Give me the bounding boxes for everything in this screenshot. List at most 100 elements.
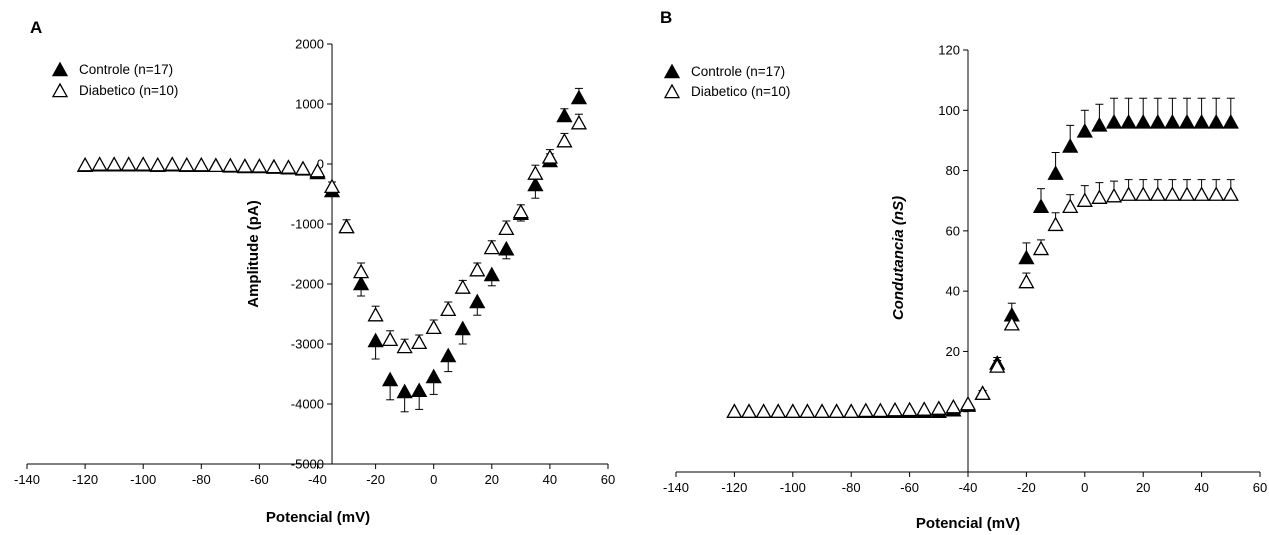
data-point (857, 402, 874, 418)
data-point (1164, 114, 1181, 129)
data-point (1208, 186, 1225, 201)
data-point (799, 403, 816, 418)
data-point (425, 368, 442, 384)
data-point (309, 162, 326, 178)
y-tick-label: -3000 (291, 337, 324, 352)
data-point (411, 382, 428, 398)
y-axis-title: Amplitude (pA) (245, 200, 262, 307)
data-point (1135, 186, 1152, 201)
data-point (1076, 123, 1093, 138)
legend-marker (51, 82, 69, 98)
data-point (556, 132, 573, 148)
data-point (843, 403, 860, 418)
data-point (1164, 186, 1181, 201)
y-tick-label: 40 (946, 284, 960, 299)
data-point (1018, 273, 1035, 289)
data-point (770, 403, 787, 418)
data-point (382, 331, 399, 347)
x-tick-label: -140 (14, 472, 40, 487)
y-tick-label: 60 (946, 223, 960, 238)
data-point (1222, 186, 1239, 201)
data-point (1076, 192, 1093, 207)
data-point (974, 385, 991, 400)
series-diabetico (726, 179, 1239, 418)
data-point (338, 218, 355, 234)
x-tick-label: -100 (780, 480, 806, 495)
data-point (1047, 165, 1064, 180)
x-tick-label: 20 (485, 472, 499, 487)
x-tick-label: 40 (543, 472, 557, 487)
data-point (280, 159, 297, 174)
data-point (1062, 138, 1079, 153)
data-point (813, 403, 831, 418)
x-tick-label: -140 (663, 480, 689, 495)
x-tick-label: -120 (721, 480, 747, 495)
data-point (541, 149, 559, 164)
y-tick-label: 120 (938, 43, 960, 58)
data-point (1032, 198, 1050, 213)
legend-label: Diabetico (n=10) (691, 84, 790, 99)
data-point (1178, 114, 1196, 129)
data-point (382, 371, 399, 387)
x-tick-label: -20 (366, 472, 385, 487)
x-tick-label: -80 (842, 480, 861, 495)
legend-label: Diabetico (n=10) (79, 83, 178, 98)
data-point (930, 400, 947, 415)
data-point (120, 156, 137, 171)
data-point (1208, 114, 1225, 129)
data-point (440, 347, 457, 363)
data-point (352, 263, 370, 279)
x-tick-label: -60 (900, 480, 919, 495)
data-point (726, 403, 743, 418)
x-tick-label: -40 (308, 472, 327, 487)
data-point (1091, 117, 1108, 132)
data-point (469, 293, 486, 309)
data-point (527, 176, 544, 192)
x-tick-label: -120 (72, 472, 98, 487)
data-point (886, 401, 904, 417)
data-point (294, 160, 312, 176)
data-point (454, 320, 471, 336)
data-point (498, 240, 515, 256)
data-point (740, 403, 758, 418)
x-axis-title: Potencial (mV) (266, 509, 370, 526)
data-point (76, 156, 94, 172)
x-tick-label: -80 (192, 472, 211, 487)
data-point (1120, 114, 1137, 129)
x-axis-title: Potencial (mV) (916, 515, 1020, 532)
y-tick-label: 2000 (295, 37, 324, 52)
series-controle (726, 97, 1239, 418)
data-point (1135, 114, 1152, 129)
data-point (425, 319, 442, 335)
data-point (352, 275, 370, 291)
legend-marker (663, 83, 681, 99)
x-tick-label: 0 (1081, 480, 1088, 495)
data-point (989, 358, 1006, 373)
y-tick-label: -2000 (291, 277, 324, 292)
data-point (483, 266, 500, 282)
data-point (1062, 198, 1079, 213)
data-point (784, 403, 801, 418)
data-point (901, 401, 918, 417)
data-point (454, 279, 471, 294)
y-tick-label: -1000 (291, 217, 324, 232)
data-point (483, 239, 500, 255)
data-point (1105, 187, 1123, 203)
x-tick-label: 60 (601, 472, 615, 487)
data-point (207, 157, 224, 173)
x-tick-label: -100 (130, 472, 156, 487)
data-point (135, 156, 152, 171)
data-point (1032, 240, 1050, 256)
series-diabetico (76, 113, 588, 354)
data-point (1193, 186, 1210, 201)
y-tick-label: 100 (938, 103, 960, 118)
chart-panel-a: A -140 -120 -100 -80 -60 -40 -20 0 20 40 60 -5000 -40… (14, 18, 615, 526)
data-point (1091, 189, 1108, 204)
data-point (828, 403, 845, 418)
data-point (959, 395, 977, 411)
data-point (1105, 114, 1123, 129)
data-point (396, 383, 413, 399)
data-point (916, 401, 933, 416)
data-point (222, 157, 239, 173)
data-point (1018, 249, 1035, 265)
